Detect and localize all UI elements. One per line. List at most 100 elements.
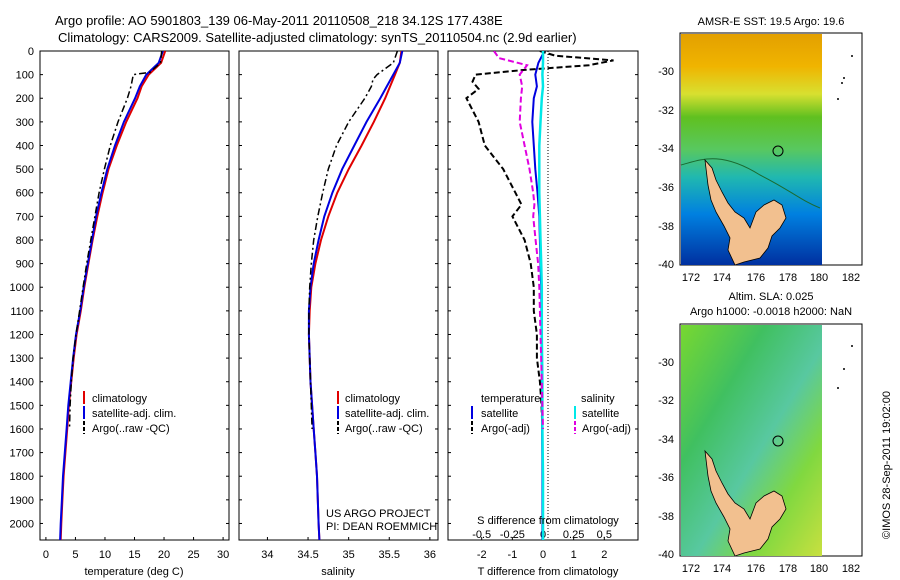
lat-tick-label: -38 <box>658 221 674 233</box>
lon-tick-label: 174 <box>713 563 731 575</box>
series-line-satellite-adj-clim <box>307 51 404 540</box>
lat-tick-label: -32 <box>658 105 674 117</box>
island-marker <box>843 77 845 79</box>
depth-tick-label: 1200 <box>10 329 34 341</box>
lat-tick-label: -32 <box>658 395 674 407</box>
legend-argo-label: Argo(..raw -QC) <box>345 423 423 435</box>
imos-watermark: ©IMOS 28-Sep-2011 19:02:00 <box>881 391 893 539</box>
lon-tick-label: 180 <box>810 563 828 575</box>
lat-tick-label: -40 <box>658 549 674 561</box>
project-credit: US ARGO PROJECT <box>326 508 431 520</box>
s-difference-axis-label: S difference from climatology <box>477 515 619 527</box>
legend-climatology-label: climatology <box>92 393 148 405</box>
figure-title-line2: Climatology: CARS2009. Satellite-adjuste… <box>58 30 577 45</box>
legend-argo-label: Argo(..raw -QC) <box>92 423 170 435</box>
legend-temp-satellite-label: satellite <box>481 408 518 420</box>
x-tick-label: 36 <box>424 549 436 561</box>
island-marker <box>843 368 845 370</box>
lon-tick-label: 174 <box>713 272 731 284</box>
sla-map-title-line2: Argo h1000: -0.0018 h2000: NaN <box>690 306 852 318</box>
sst-contour-line <box>680 158 821 209</box>
temperature-legend: climatology satellite-adj. clim. Argo(..… <box>83 391 176 435</box>
sla-map-lat-ticks: -30 -32 -34 -36 -38 -40 <box>658 357 674 561</box>
x-tick-label: -1 <box>507 549 517 561</box>
x-tick-label: -2 <box>477 549 487 561</box>
depth-tick-label: 400 <box>16 140 34 152</box>
legend-satellite-label: satellite-adj. clim. <box>92 408 176 420</box>
argo-float-marker <box>772 435 784 447</box>
depth-tick-label: 2000 <box>10 518 34 530</box>
depth-tick-label: 1700 <box>10 448 34 460</box>
series-line-climatology <box>307 51 403 540</box>
salinity-profile-lines <box>307 51 404 540</box>
depth-tick-label: 1600 <box>10 424 34 436</box>
new-zealand-landmass <box>704 449 787 557</box>
x-tick-label: 1 <box>571 549 577 561</box>
sla-map-title-line1: Altim. SLA: 0.025 <box>729 291 814 303</box>
pi-credit: PI: DEAN ROEMMICH <box>326 521 437 533</box>
legend-sal-satellite-label: satellite <box>582 408 619 420</box>
island-marker <box>837 98 839 100</box>
series-line-argo-raw-qc <box>308 51 399 430</box>
x-tick-label: 30 <box>217 549 229 561</box>
temperature-axis-label: temperature (deg C) <box>84 566 183 578</box>
salinity-panel-frame <box>238 50 439 541</box>
lat-tick-label: -38 <box>658 511 674 523</box>
temperature-panel-frame <box>39 50 230 541</box>
x-tick-label: 25 <box>187 549 199 561</box>
depth-tick-label: 500 <box>16 164 34 176</box>
sst-map-title: AMSR-E SST: 19.5 Argo: 19.6 <box>698 16 845 28</box>
depth-tick-label: 1900 <box>10 495 34 507</box>
lat-tick-label: -36 <box>658 182 674 194</box>
legend-temperature-title: temperature <box>481 393 540 405</box>
sla-map: Altim. SLA: 0.025 Argo h1000: -0.0018 h2… <box>658 291 863 575</box>
lon-tick-label: 178 <box>779 272 797 284</box>
island-marker <box>851 55 853 57</box>
salinity-legend: climatology satellite-adj. clim. Argo(..… <box>337 391 429 435</box>
depth-tick-label: 1000 <box>10 282 34 294</box>
depth-tick-label: 600 <box>16 188 34 200</box>
difference-profile-lines <box>465 51 614 540</box>
island-marker <box>851 345 853 347</box>
lat-tick-label: -30 <box>658 357 674 369</box>
depth-tick-label: 900 <box>16 259 34 271</box>
depth-tick-label: 200 <box>16 93 34 105</box>
depth-tick-label: 1800 <box>10 471 34 483</box>
sst-map-lat-ticks: -30 -32 -34 -36 -38 -40 <box>658 66 674 271</box>
x-tick-label: 35.5 <box>379 549 400 561</box>
x-top-tick-label: 0.5 <box>597 529 612 541</box>
x-tick-label: 2 <box>601 549 607 561</box>
x-tick-label: 20 <box>158 549 170 561</box>
lat-tick-label: -36 <box>658 472 674 484</box>
lon-tick-label: 176 <box>747 272 765 284</box>
sst-map-lon-ticks: 172 174 176 178 180 182 <box>682 272 860 284</box>
salinity-axis-label: salinity <box>321 566 355 578</box>
depth-axis: 0 100 200 300 400 500 600 700 800 900 1000 1100 1200… <box>10 46 638 530</box>
x-tick-label: 0 <box>43 549 49 561</box>
x-tick-label: 10 <box>99 549 111 561</box>
x-top-tick-label: -0.25 <box>500 529 525 541</box>
depth-tick-label: 0 <box>28 46 34 58</box>
lon-tick-label: 180 <box>810 272 828 284</box>
series-line-temperature-argo-adj <box>465 51 614 430</box>
x-tick-label: 34 <box>261 549 273 561</box>
lat-tick-label: -34 <box>658 143 674 155</box>
x-tick-label: 15 <box>128 549 140 561</box>
depth-tick-label: 100 <box>16 70 34 82</box>
series-line-climatology <box>59 51 167 540</box>
x-tick-label: 35 <box>343 549 355 561</box>
x-tick-label: 0 <box>540 549 546 561</box>
legend-temp-argo-label: Argo(-adj) <box>481 423 530 435</box>
depth-tick-label: 1300 <box>10 353 34 365</box>
x-top-tick-label: 0.25 <box>563 529 584 541</box>
legend-climatology-label: climatology <box>345 393 401 405</box>
x-top-tick-label: -0.5 <box>472 529 491 541</box>
legend-satellite-label: satellite-adj. clim. <box>345 408 429 420</box>
lat-tick-label: -34 <box>658 434 674 446</box>
x-tick-label: 34.5 <box>297 549 318 561</box>
island-marker <box>841 82 843 84</box>
x-axes: 0 5 10 15 20 25 30 34 34.5 35 35.5 36 -2 -1 0 1 2 -0.5 -0.… <box>43 529 612 561</box>
lon-tick-label: 182 <box>842 272 860 284</box>
series-line-argo-raw-qc <box>68 51 163 430</box>
